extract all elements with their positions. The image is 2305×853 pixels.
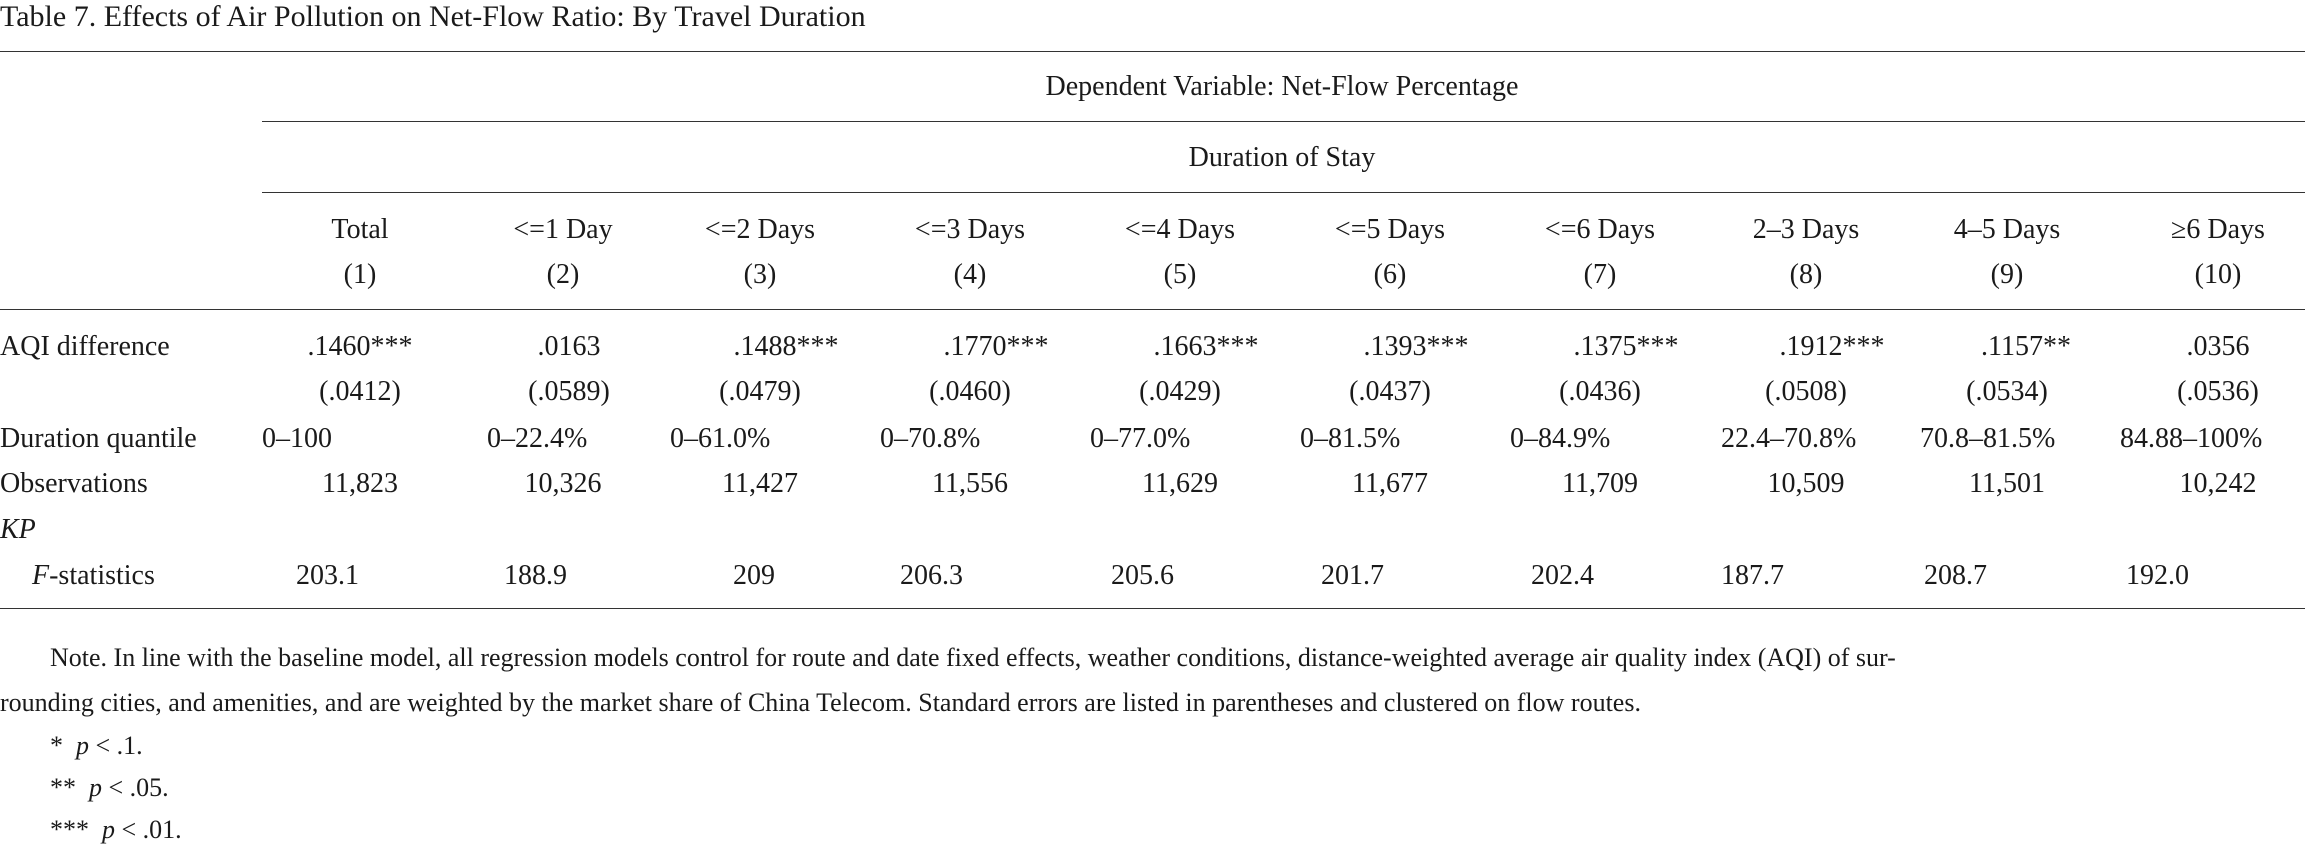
standard-error-1: (.0412) [319,376,401,407]
f-statistic-9: 208.7 [1924,560,1987,591]
quantile-2: 0–22.4% [487,423,588,454]
row-label-duration-quantile: Duration quantile [0,423,197,454]
note-line-1: Note. In line with the baseline model, a… [50,643,1896,672]
aqi-coefficient-6: .1393*** [1363,331,1469,362]
column-number-8: (8) [1789,259,1823,290]
row-label-observations: Observations [0,468,148,499]
sig2-stars: ** [50,773,76,802]
spanner-rule-1 [262,121,2305,122]
column-number-5: (5) [1163,259,1197,290]
column-number-3: (3) [743,259,777,290]
column-header-3: <=2 Days [704,214,816,245]
significance-note-3: *** p < .01. [50,817,182,843]
top-rule [0,51,2305,52]
standard-error-10: (.0536) [2177,376,2259,407]
standard-error-4: (.0460) [929,376,1011,407]
observations-9: 11,501 [1969,468,2045,499]
row-label-aqi-difference: AQI difference [0,331,170,362]
sig1-stars: * [50,731,63,760]
sig2-rest: < .05. [102,773,169,802]
aqi-coefficient-5: .1663*** [1153,331,1259,362]
row-label-f-statistics: F-statistics [32,562,155,590]
aqi-coefficient-3: .1488*** [733,331,839,362]
spanner-rule-2 [262,192,2305,193]
aqi-coefficient-7: .1375*** [1573,331,1679,362]
header-rule [0,309,2305,310]
observations-4: 11,556 [932,468,1008,499]
quantile-9: 70.8–81.5% [1920,423,2056,454]
f-statistic-3: 209 [733,560,775,591]
sig1-rest: < .1. [89,731,143,760]
column-number-2: (2) [546,259,580,290]
bottom-rule [0,608,2305,609]
quantile-3: 0–61.0% [670,423,771,454]
duration-spanner: Duration of Stay [1188,142,1376,173]
sig1-p: p [76,731,89,760]
observations-1: 11,823 [322,468,398,499]
observations-7: 11,709 [1562,468,1638,499]
sig2-p: p [89,773,102,802]
standard-error-8: (.0508) [1765,376,1847,407]
quantile-10: 84.88–100% [2120,423,2263,454]
column-number-7: (7) [1583,259,1617,290]
f-rest: -statistics [49,560,155,591]
aqi-coefficient-9: .1157** [1981,331,2071,362]
column-header-4: <=3 Days [914,214,1026,245]
sig3-stars: *** [50,815,89,844]
sig3-p: p [102,815,115,844]
f-italic: F [32,560,50,591]
aqi-coefficient-2: .0163 [537,331,601,362]
aqi-coefficient-8: .1912*** [1779,331,1885,362]
column-number-10: (10) [2194,259,2242,290]
column-number-6: (6) [1373,259,1407,290]
column-header-1: Total [331,214,389,245]
quantile-7: 0–84.9% [1510,423,1611,454]
column-header-6: <=5 Days [1334,214,1446,245]
quantile-8: 22.4–70.8% [1721,423,1857,454]
table-title: Table 7. Effects of Air Pollution on Net… [0,0,866,33]
significance-note-1: * p < .1. [50,733,143,759]
aqi-coefficient-1: .1460*** [307,331,413,362]
quantile-4: 0–70.8% [880,423,981,454]
standard-error-3: (.0479) [719,376,801,407]
observations-5: 11,629 [1142,468,1218,499]
standard-error-7: (.0436) [1559,376,1641,407]
significance-note-2: ** p < .05. [50,775,169,801]
f-statistic-7: 202.4 [1531,560,1594,591]
quantile-1: 0–100 [262,423,332,454]
f-statistic-1: 203.1 [296,560,359,591]
f-statistic-2: 188.9 [504,560,567,591]
column-header-2: <=1 Day [513,214,613,245]
observations-2: 10,326 [524,468,602,499]
column-number-1: (1) [343,259,377,290]
column-header-8: 2–3 Days [1752,214,1860,245]
observations-3: 11,427 [722,468,798,499]
standard-error-5: (.0429) [1139,376,1221,407]
observations-8: 10,509 [1767,468,1845,499]
observations-10: 10,242 [2179,468,2257,499]
f-statistic-5: 205.6 [1111,560,1174,591]
standard-error-2: (.0589) [528,376,610,407]
column-header-10: ≥6 Days [2171,214,2265,245]
quantile-6: 0–81.5% [1300,423,1401,454]
f-statistic-8: 187.7 [1721,560,1784,591]
aqi-coefficient-10: .0356 [2186,331,2250,362]
standard-error-6: (.0437) [1349,376,1431,407]
standard-error-9: (.0534) [1966,376,2048,407]
column-number-4: (4) [953,259,987,290]
note-line-2: rounding cities, and amenities, and are … [0,688,1641,717]
row-label-kp: KP [0,514,36,545]
column-header-9: 4–5 Days [1953,214,2061,245]
aqi-coefficient-4: .1770*** [943,331,1049,362]
column-header-5: <=4 Days [1124,214,1236,245]
f-statistic-6: 201.7 [1321,560,1384,591]
f-statistic-10: 192.0 [2126,560,2189,591]
observations-6: 11,677 [1352,468,1428,499]
sig3-rest: < .01. [115,815,182,844]
dependent-variable-spanner: Dependent Variable: Net-Flow Percentage [1045,71,1519,102]
f-statistic-4: 206.3 [900,560,963,591]
quantile-5: 0–77.0% [1090,423,1191,454]
column-number-9: (9) [1990,259,2024,290]
column-header-7: <=6 Days [1544,214,1656,245]
